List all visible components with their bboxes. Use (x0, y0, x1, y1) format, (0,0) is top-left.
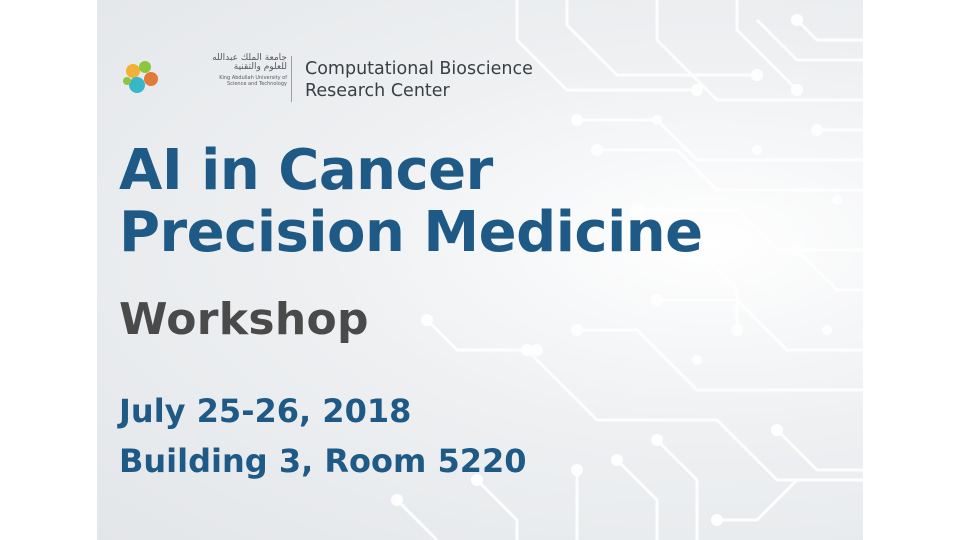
circuit-board-background (391, 0, 863, 540)
logo-english-line-2: Science and Technology (227, 81, 287, 87)
header: جامعة الملك عبدالله للعلوم والتقنية King… (119, 50, 619, 110)
research-center-name: Computational Bioscience Research Center (305, 58, 533, 102)
title-line-2: Precision Medicine (119, 200, 703, 265)
logo-arabic-line-1: جامعة الملك عبدالله (212, 53, 287, 63)
event-date: July 25-26, 2018 (119, 392, 412, 430)
title-line-1: AI in Cancer (119, 138, 493, 203)
center-name-line-1: Computational Bioscience (305, 59, 533, 79)
logo-english-line-1: King Abdullah University of (219, 75, 287, 81)
workshop-title: AI in Cancer Precision Medicine (119, 140, 703, 264)
kaust-logo-icon (123, 61, 158, 93)
event-details: July 25-26, 2018 Building 3, Room 5220 (119, 386, 527, 486)
workshop-subtitle: Workshop (119, 294, 369, 345)
workshop-poster: جامعة الملك عبدالله للعلوم والتقنية King… (97, 0, 863, 540)
event-location: Building 3, Room 5220 (119, 442, 527, 480)
header-divider (291, 56, 292, 102)
center-name-line-2: Research Center (305, 81, 450, 101)
logo-arabic-line-2: للعلوم والتقنية (233, 62, 287, 72)
kaust-logo-text: جامعة الملك عبدالله للعلوم والتقنية King… (169, 53, 287, 88)
